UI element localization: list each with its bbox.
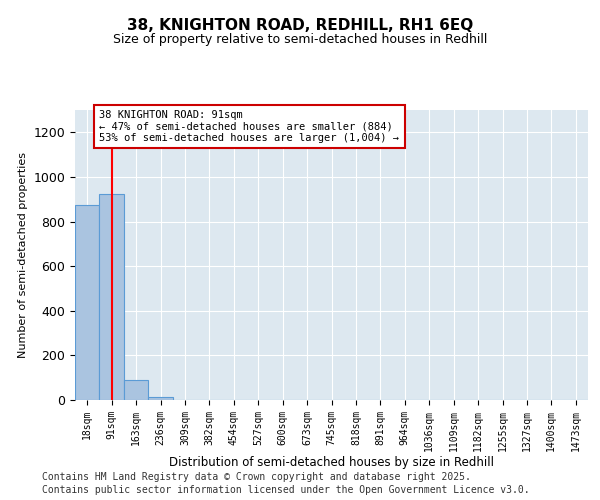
Y-axis label: Number of semi-detached properties: Number of semi-detached properties [18, 152, 28, 358]
Text: 38 KNIGHTON ROAD: 91sqm
← 47% of semi-detached houses are smaller (884)
53% of s: 38 KNIGHTON ROAD: 91sqm ← 47% of semi-de… [100, 110, 400, 143]
Text: Size of property relative to semi-detached houses in Redhill: Size of property relative to semi-detach… [113, 32, 487, 46]
Text: Contains public sector information licensed under the Open Government Licence v3: Contains public sector information licen… [42, 485, 530, 495]
Bar [75, 205, 100, 400]
Bar [100, 194, 124, 400]
Bar [148, 396, 173, 400]
Text: Contains HM Land Registry data © Crown copyright and database right 2025.: Contains HM Land Registry data © Crown c… [42, 472, 471, 482]
Text: 38, KNIGHTON ROAD, REDHILL, RH1 6EQ: 38, KNIGHTON ROAD, REDHILL, RH1 6EQ [127, 18, 473, 32]
Bar [124, 380, 148, 400]
X-axis label: Distribution of semi-detached houses by size in Redhill: Distribution of semi-detached houses by … [169, 456, 494, 469]
